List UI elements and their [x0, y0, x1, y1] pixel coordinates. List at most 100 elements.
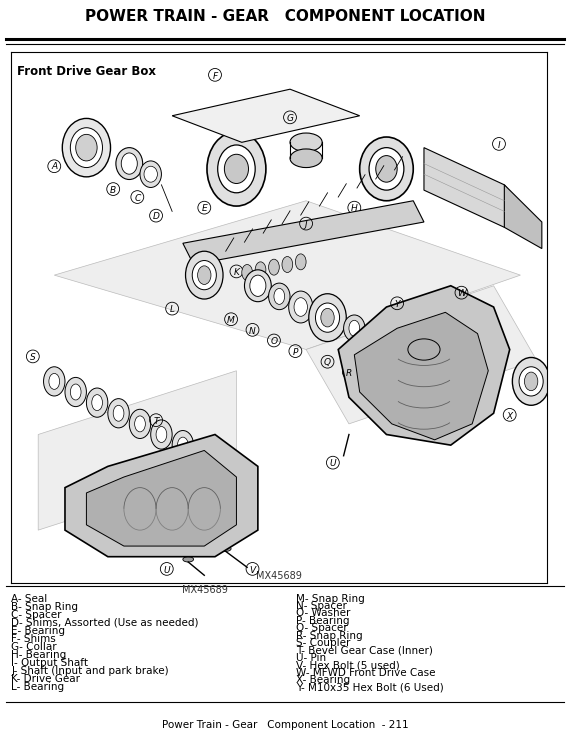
Ellipse shape [309, 293, 346, 342]
Polygon shape [87, 450, 237, 546]
Ellipse shape [65, 377, 87, 406]
Text: U- Pin: U- Pin [296, 653, 327, 663]
Ellipse shape [192, 261, 217, 290]
Text: M- Snap Ring: M- Snap Ring [296, 594, 365, 603]
Text: I- Output Shaft: I- Output Shaft [11, 658, 88, 668]
Ellipse shape [70, 128, 103, 168]
Polygon shape [172, 89, 360, 143]
Ellipse shape [369, 148, 404, 190]
Text: C- Spacer: C- Spacer [11, 610, 62, 620]
Ellipse shape [129, 409, 150, 438]
Ellipse shape [360, 137, 413, 201]
Text: E: E [201, 204, 207, 213]
Ellipse shape [43, 367, 65, 396]
Ellipse shape [207, 132, 266, 206]
Text: X- Bearing: X- Bearing [296, 675, 351, 685]
Text: W- MFWD Front Drive Case: W- MFWD Front Drive Case [296, 668, 436, 678]
Ellipse shape [290, 149, 322, 168]
Ellipse shape [185, 251, 223, 299]
Ellipse shape [282, 256, 292, 273]
Ellipse shape [172, 430, 194, 460]
Polygon shape [338, 286, 510, 445]
Text: M: M [227, 316, 235, 325]
Ellipse shape [225, 155, 249, 184]
Text: A: A [51, 162, 58, 171]
Text: P- Bearing: P- Bearing [296, 616, 350, 626]
Text: J: J [305, 221, 307, 230]
Ellipse shape [135, 416, 145, 432]
Text: J- Shaft (Input and park brake): J- Shaft (Input and park brake) [11, 666, 169, 676]
Text: Q: Q [324, 358, 331, 368]
Ellipse shape [76, 134, 97, 161]
Text: U: U [329, 459, 336, 468]
Ellipse shape [113, 405, 124, 421]
Polygon shape [355, 312, 488, 440]
Text: K: K [234, 268, 239, 277]
Text: V- Hex Bolt (5 used): V- Hex Bolt (5 used) [296, 661, 400, 670]
Ellipse shape [524, 372, 538, 391]
Ellipse shape [183, 557, 194, 562]
Text: N: N [249, 327, 256, 336]
Text: O- Washer: O- Washer [296, 609, 351, 618]
Ellipse shape [198, 266, 211, 285]
Text: F- Shims: F- Shims [11, 634, 56, 644]
Text: I: I [498, 140, 500, 149]
Ellipse shape [268, 259, 279, 275]
Ellipse shape [218, 145, 255, 192]
Ellipse shape [140, 161, 161, 187]
Text: Y: Y [394, 300, 400, 309]
Text: N- Spacer: N- Spacer [296, 601, 347, 611]
Text: H: H [351, 204, 358, 213]
Ellipse shape [294, 298, 307, 317]
Text: X: X [507, 412, 513, 421]
Text: F: F [213, 71, 218, 80]
Text: Y- M10x35 Hex Bolt (6 Used): Y- M10x35 Hex Bolt (6 Used) [296, 683, 444, 692]
Ellipse shape [290, 133, 322, 152]
Text: MX45689: MX45689 [182, 585, 228, 594]
Ellipse shape [121, 153, 137, 174]
Ellipse shape [288, 291, 313, 323]
Ellipse shape [156, 426, 167, 443]
Text: B- Snap Ring: B- Snap Ring [11, 602, 79, 611]
Polygon shape [38, 371, 237, 531]
Polygon shape [54, 201, 520, 349]
Text: V: V [250, 565, 255, 574]
Text: D- Shims, Assorted (Use as needed): D- Shims, Assorted (Use as needed) [11, 617, 199, 628]
Ellipse shape [364, 323, 388, 355]
Text: H- Bearing: H- Bearing [11, 650, 67, 660]
Text: P: P [292, 348, 298, 357]
Ellipse shape [87, 388, 108, 418]
Ellipse shape [108, 399, 129, 428]
Text: E- Bearing: E- Bearing [11, 626, 66, 636]
Text: G: G [287, 114, 294, 123]
Ellipse shape [268, 283, 290, 310]
Ellipse shape [512, 357, 550, 405]
Ellipse shape [177, 437, 188, 453]
Text: S: S [30, 353, 36, 362]
Ellipse shape [116, 148, 142, 180]
Polygon shape [504, 185, 542, 249]
Ellipse shape [344, 315, 365, 342]
Text: Front Drive Gear Box: Front Drive Gear Box [17, 65, 156, 78]
Text: Q- Spacer: Q- Spacer [296, 623, 348, 633]
Polygon shape [65, 435, 258, 557]
Ellipse shape [274, 288, 284, 305]
Text: U: U [164, 565, 170, 574]
Ellipse shape [92, 395, 103, 411]
Text: W: W [457, 289, 466, 299]
Text: B: B [110, 186, 116, 195]
Text: D: D [153, 212, 160, 221]
Text: R- Snap Ring: R- Snap Ring [296, 631, 363, 640]
Text: A- Seal: A- Seal [11, 594, 48, 603]
Text: R: R [346, 369, 352, 378]
Ellipse shape [321, 308, 334, 327]
Text: T- Bevel Gear Case (Inner): T- Bevel Gear Case (Inner) [296, 646, 433, 655]
Ellipse shape [369, 330, 382, 348]
Polygon shape [183, 201, 424, 265]
Ellipse shape [295, 254, 306, 270]
Ellipse shape [349, 320, 360, 337]
Text: T: T [153, 417, 159, 426]
Text: Power Train - Gear   Component Location  - 211: Power Train - Gear Component Location - … [162, 720, 408, 730]
Text: K- Drive Gear: K- Drive Gear [11, 674, 80, 684]
Ellipse shape [519, 367, 543, 396]
